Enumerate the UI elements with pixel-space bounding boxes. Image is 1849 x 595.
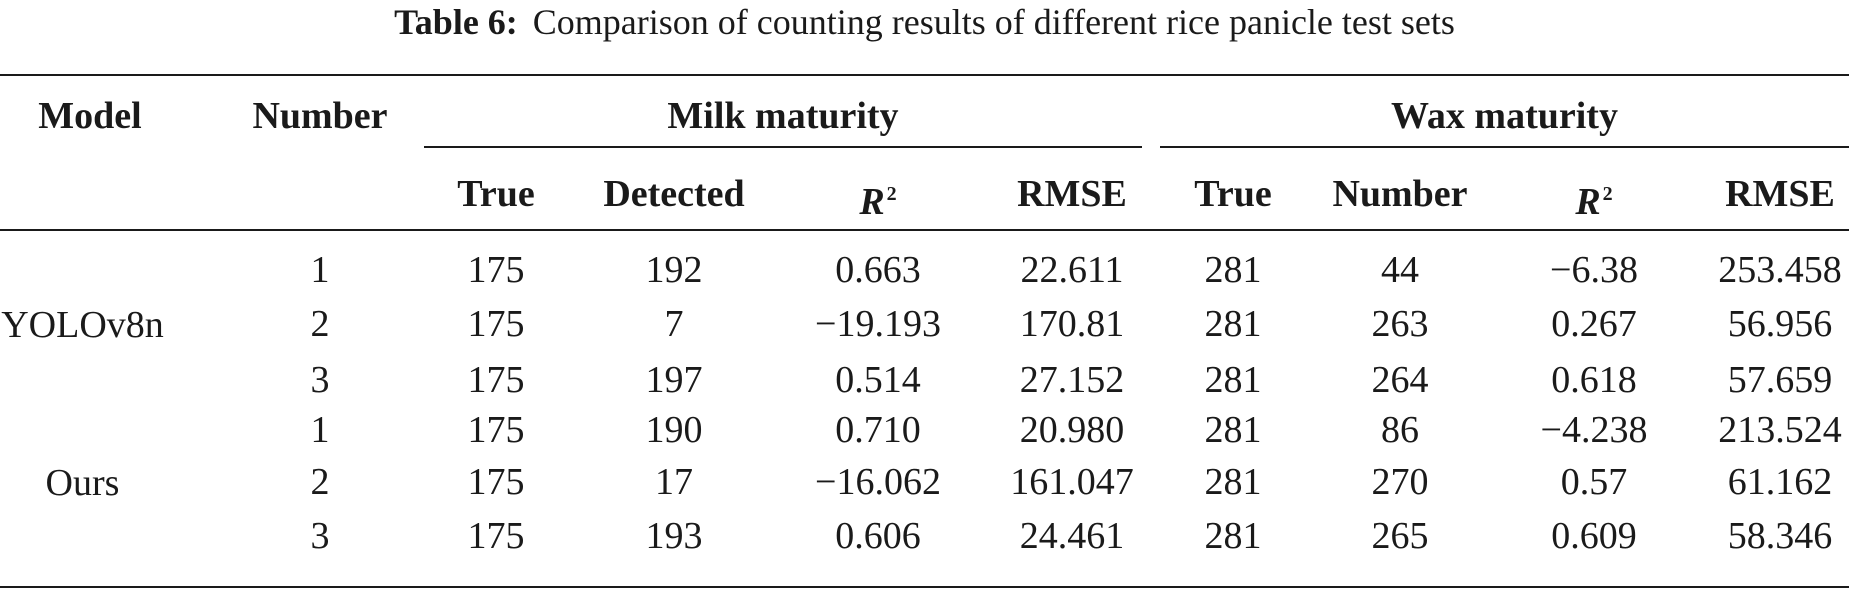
table-cell: 253.458 xyxy=(1718,249,1842,291)
table-title: Comparison of counting results of differ… xyxy=(532,2,1455,42)
sub-detected-milk: Detected xyxy=(603,173,745,215)
table-label: Table 6: xyxy=(394,2,518,42)
table-cell: 20.980 xyxy=(1019,409,1125,451)
sub-rmse-milk: RMSE xyxy=(1017,173,1127,215)
table-cell: 175 xyxy=(467,461,525,503)
table-cell: 192 xyxy=(645,249,703,291)
table-cell: 0.267 xyxy=(1551,303,1637,345)
table-cell: 22.611 xyxy=(1020,249,1124,291)
table-cell: 190 xyxy=(645,409,703,451)
superscript-2: 2 xyxy=(1602,183,1613,205)
table-cell: 265 xyxy=(1371,515,1429,557)
model-name: Ours xyxy=(45,462,120,504)
table-cell: 17 xyxy=(655,461,693,503)
table-cell: 281 xyxy=(1204,409,1262,451)
table-cell: 263 xyxy=(1371,303,1429,345)
table-cell: 2 xyxy=(310,303,330,345)
header-rule xyxy=(0,229,1849,231)
table-cell: 56.956 xyxy=(1727,303,1833,345)
header-number: Number xyxy=(252,95,388,137)
table-cell: 264 xyxy=(1371,359,1429,401)
table-cell: 281 xyxy=(1204,461,1262,503)
table-cell: 44 xyxy=(1381,249,1419,291)
sub-true-milk: True xyxy=(457,173,535,215)
table-cell: 175 xyxy=(467,303,525,345)
table-caption: Table 6: Comparison of counting results … xyxy=(0,2,1849,42)
top-rule xyxy=(0,74,1849,76)
sub-rmse-wax: RMSE xyxy=(1725,173,1835,215)
bottom-rule xyxy=(0,586,1849,588)
table-cell: 0.514 xyxy=(835,359,921,401)
header-wax-maturity: Wax maturity xyxy=(1391,95,1618,137)
table-cell: 3 xyxy=(310,359,330,401)
table-cell: 0.57 xyxy=(1560,461,1628,503)
table-cell: 86 xyxy=(1381,409,1419,451)
table-cell: 170.81 xyxy=(1019,303,1125,345)
table-cell: −4.238 xyxy=(1540,409,1648,451)
table-cell: 175 xyxy=(467,359,525,401)
table-cell: 161.047 xyxy=(1010,461,1134,503)
table-cell: 270 xyxy=(1371,461,1429,503)
sub-number-wax: Number xyxy=(1332,173,1468,215)
table-cell: 281 xyxy=(1204,359,1262,401)
header-model: Model xyxy=(38,95,142,137)
table-cell: 2 xyxy=(310,461,330,503)
table-cell: 0.609 xyxy=(1551,515,1637,557)
table-cell: 1 xyxy=(310,409,330,451)
table-cell: 1 xyxy=(310,249,330,291)
table-cell: 58.346 xyxy=(1727,515,1833,557)
table-cell: 0.618 xyxy=(1551,359,1637,401)
table-cell: 0.606 xyxy=(835,515,921,557)
milk-group-underline xyxy=(424,146,1142,148)
table-cell: 175 xyxy=(467,515,525,557)
header-milk-maturity: Milk maturity xyxy=(667,95,899,137)
table-cell: −16.062 xyxy=(815,461,941,503)
table-cell: 197 xyxy=(645,359,703,401)
table-cell: 175 xyxy=(467,249,525,291)
table-cell: 27.152 xyxy=(1019,359,1125,401)
table-cell: 0.710 xyxy=(835,409,921,451)
table-cell: 7 xyxy=(664,303,684,345)
table-cell: 281 xyxy=(1204,249,1262,291)
table-cell: 281 xyxy=(1204,515,1262,557)
table-cell: 3 xyxy=(310,515,330,557)
table-cell: 24.461 xyxy=(1019,515,1125,557)
wax-group-underline xyxy=(1160,146,1849,148)
table-cell: −6.38 xyxy=(1550,249,1638,291)
superscript-2: 2 xyxy=(886,183,897,205)
table-cell: 61.162 xyxy=(1727,461,1833,503)
sub-true-wax: True xyxy=(1194,173,1272,215)
model-name: YOLOv8n xyxy=(1,304,164,346)
table-cell: 0.663 xyxy=(835,249,921,291)
table-cell: 281 xyxy=(1204,303,1262,345)
table-cell: 175 xyxy=(467,409,525,451)
table-cell: 57.659 xyxy=(1727,359,1833,401)
table-cell: 213.524 xyxy=(1718,409,1842,451)
table-cell: −19.193 xyxy=(815,303,941,345)
table-cell: 193 xyxy=(645,515,703,557)
